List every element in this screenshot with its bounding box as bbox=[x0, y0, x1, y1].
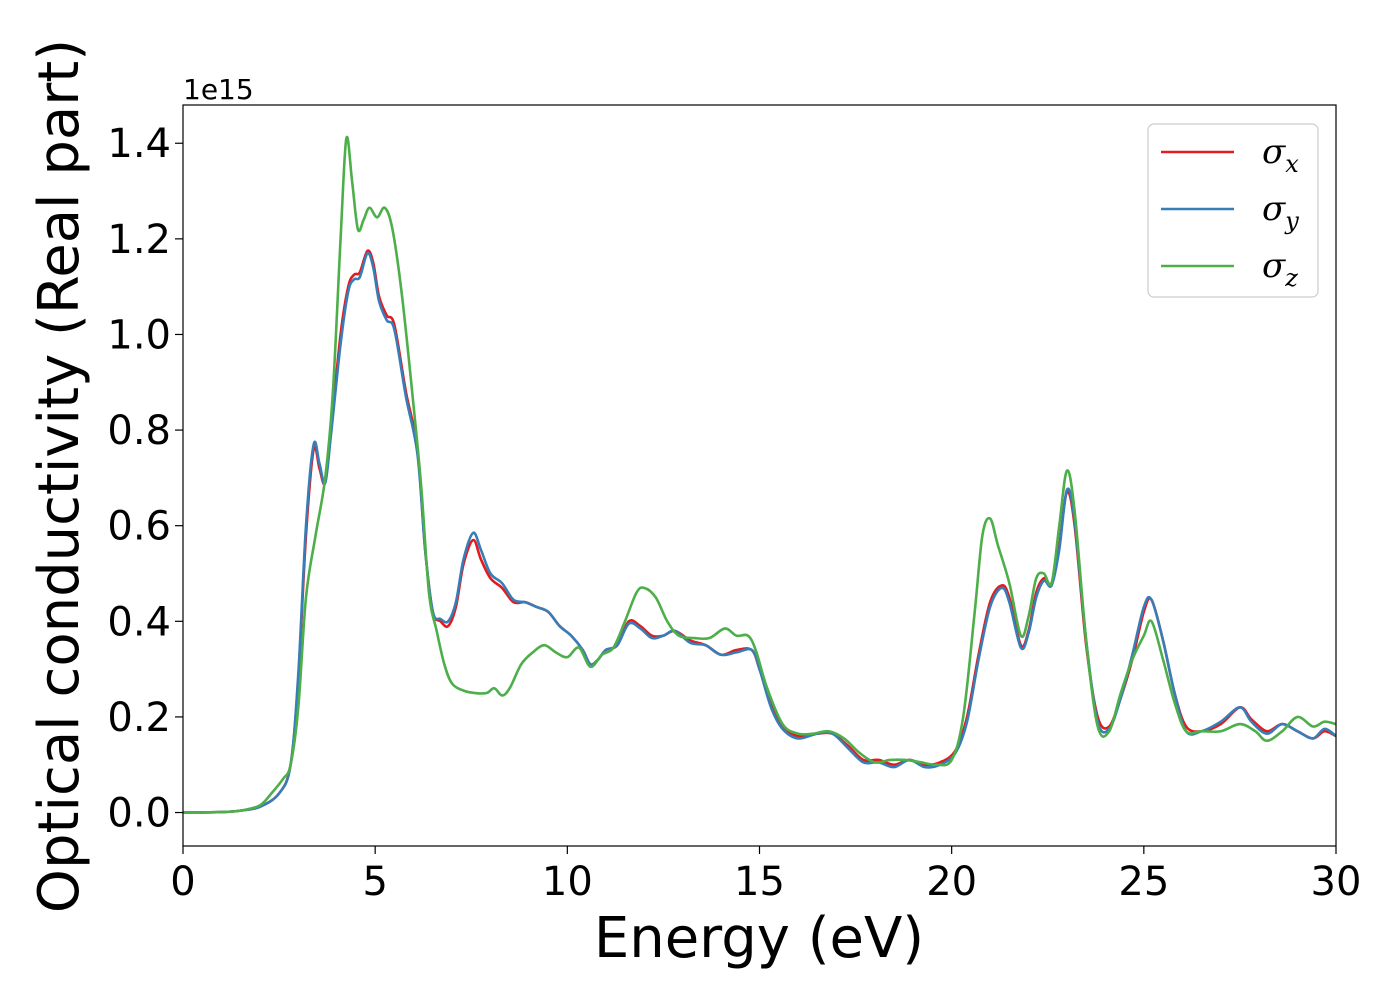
legend-label-x: σx bbox=[1262, 132, 1299, 178]
y-tick-label: 1.2 bbox=[107, 217, 171, 263]
legend-label-z: σz bbox=[1262, 246, 1298, 292]
series-line-x bbox=[183, 249, 1336, 814]
x-tick-label: 5 bbox=[362, 859, 387, 905]
legend-label-y: σy bbox=[1262, 189, 1299, 235]
x-tick-label: 10 bbox=[542, 859, 593, 905]
y-tick-label: 0.2 bbox=[107, 695, 171, 741]
y-tick-label: 1.0 bbox=[107, 312, 171, 358]
series-line-z bbox=[183, 135, 1336, 814]
series-line-y bbox=[183, 251, 1336, 814]
y-offset-label: 1e15 bbox=[183, 73, 254, 106]
x-axis-label: Energy (eV) bbox=[594, 906, 924, 971]
x-tick-label: 25 bbox=[1118, 859, 1169, 905]
y-tick-label: 0.8 bbox=[107, 408, 171, 454]
legend-box bbox=[1147, 123, 1319, 298]
y-tick-label: 0.0 bbox=[107, 791, 171, 837]
x-tick-label: 20 bbox=[926, 859, 977, 905]
x-tick-label: 15 bbox=[734, 859, 785, 905]
y-tick-label: 0.6 bbox=[107, 504, 171, 550]
y-axis-label: Optical conductivity (Real part) bbox=[27, 39, 92, 913]
legend: σx σy σz bbox=[1147, 123, 1319, 298]
x-tick-label: 0 bbox=[170, 859, 195, 905]
y-tick-label: 0.4 bbox=[107, 599, 171, 645]
y-tick-label: 1.4 bbox=[107, 121, 171, 167]
x-tick-label: 30 bbox=[1311, 859, 1362, 905]
